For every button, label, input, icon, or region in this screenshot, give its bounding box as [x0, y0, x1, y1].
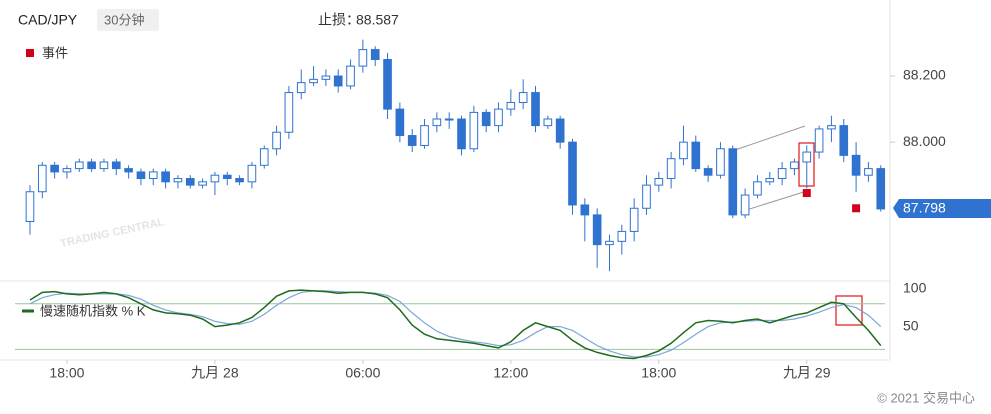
x-tick-label: 九月 29	[783, 365, 831, 381]
price-tag	[893, 199, 991, 218]
y-tick-label: 88.000	[903, 133, 946, 149]
candle-body	[358, 49, 368, 67]
candle-body	[481, 111, 491, 127]
stop-loss-value: 88.587	[356, 12, 399, 28]
candle-body	[629, 207, 639, 232]
candle-body	[605, 240, 614, 246]
y-tick-label: 50	[903, 317, 919, 333]
timeframe-box	[97, 9, 159, 31]
candle-body	[210, 174, 220, 183]
candle-body	[827, 125, 836, 130]
candle-body	[494, 108, 503, 127]
x-tick-label: 06:00	[345, 365, 380, 381]
candle-body	[173, 178, 183, 183]
legend-marker	[26, 49, 34, 57]
candle-body	[543, 118, 553, 127]
candle-body	[728, 148, 738, 216]
x-tick-label: 18:00	[49, 365, 84, 381]
event-marker	[802, 189, 811, 198]
candle-body	[74, 161, 84, 170]
candle-body	[777, 168, 787, 180]
candle-body	[642, 184, 651, 209]
candle-body	[222, 174, 232, 180]
candle-body	[272, 131, 281, 150]
candle-body	[531, 92, 540, 127]
stoch-line	[29, 289, 882, 360]
x-tick-label: 九月 28	[191, 365, 239, 381]
candle-body	[740, 194, 750, 216]
candle-body	[124, 168, 133, 173]
channel-line	[739, 189, 811, 213]
candle-body	[111, 161, 121, 170]
x-tick-label: 18:00	[641, 365, 676, 381]
candle-body	[469, 111, 479, 150]
candle-body	[321, 75, 331, 80]
candle-body	[370, 49, 380, 61]
candle-body	[247, 164, 257, 183]
candle-body	[802, 151, 812, 163]
highlight-box	[835, 295, 863, 326]
candle-body	[568, 141, 577, 206]
candle-body	[592, 214, 602, 246]
candle-body	[691, 141, 701, 170]
candle-body	[518, 92, 528, 103]
event-marker	[852, 204, 861, 213]
candle-body	[765, 178, 775, 183]
candle-body	[25, 191, 35, 222]
candle-body	[148, 171, 158, 180]
candle-body	[580, 204, 590, 216]
candle-body	[716, 148, 725, 176]
candle-body	[87, 161, 96, 170]
x-tick-label: 12:00	[493, 365, 528, 381]
last-price: 87.798	[903, 200, 946, 216]
timeframe: 30分钟	[104, 12, 144, 27]
candle-body	[333, 75, 343, 87]
candle-body	[346, 65, 355, 87]
candle-body	[62, 168, 72, 173]
legend-label: 事件	[42, 45, 68, 60]
candle-body	[136, 171, 146, 180]
candle-body	[790, 161, 799, 170]
candle-body	[420, 125, 429, 146]
stop-loss-label: 止损：	[318, 12, 360, 28]
candle-body	[50, 164, 59, 173]
symbol: CAD/JPY	[18, 12, 78, 28]
candle-body	[617, 230, 627, 242]
candle-body	[235, 178, 244, 183]
candle-body	[839, 125, 849, 156]
candle-body	[703, 168, 713, 176]
candle-body	[395, 108, 405, 137]
candle-body	[185, 178, 195, 186]
candle-body	[309, 78, 318, 84]
candle-body	[259, 148, 269, 166]
candle-body	[679, 141, 688, 160]
candle-body	[99, 161, 109, 170]
candle-body	[506, 101, 516, 110]
candle-body	[432, 118, 442, 127]
y-tick-label: 100	[903, 279, 927, 295]
candle-body	[37, 164, 47, 193]
candle-body	[876, 168, 886, 210]
y-tick-label: 88.200	[903, 67, 946, 83]
candle-body	[383, 59, 392, 110]
candle-body	[457, 118, 466, 150]
candle-body	[864, 168, 873, 176]
candle-body	[555, 118, 565, 143]
footer: © 2021 交易中心	[877, 390, 975, 405]
candle-body	[753, 181, 762, 196]
candle-body	[654, 178, 664, 186]
legend-label: 慢速随机指数 % K	[40, 303, 146, 318]
channel-line	[734, 125, 806, 151]
candle-body	[296, 82, 306, 94]
candle-body	[161, 171, 170, 183]
candle-body	[851, 154, 861, 176]
candle-body	[198, 181, 207, 186]
candle-body	[407, 135, 417, 146]
candle-body	[444, 118, 454, 121]
candle-body	[814, 128, 824, 153]
candle-body	[666, 158, 676, 180]
candle-body	[284, 92, 294, 133]
